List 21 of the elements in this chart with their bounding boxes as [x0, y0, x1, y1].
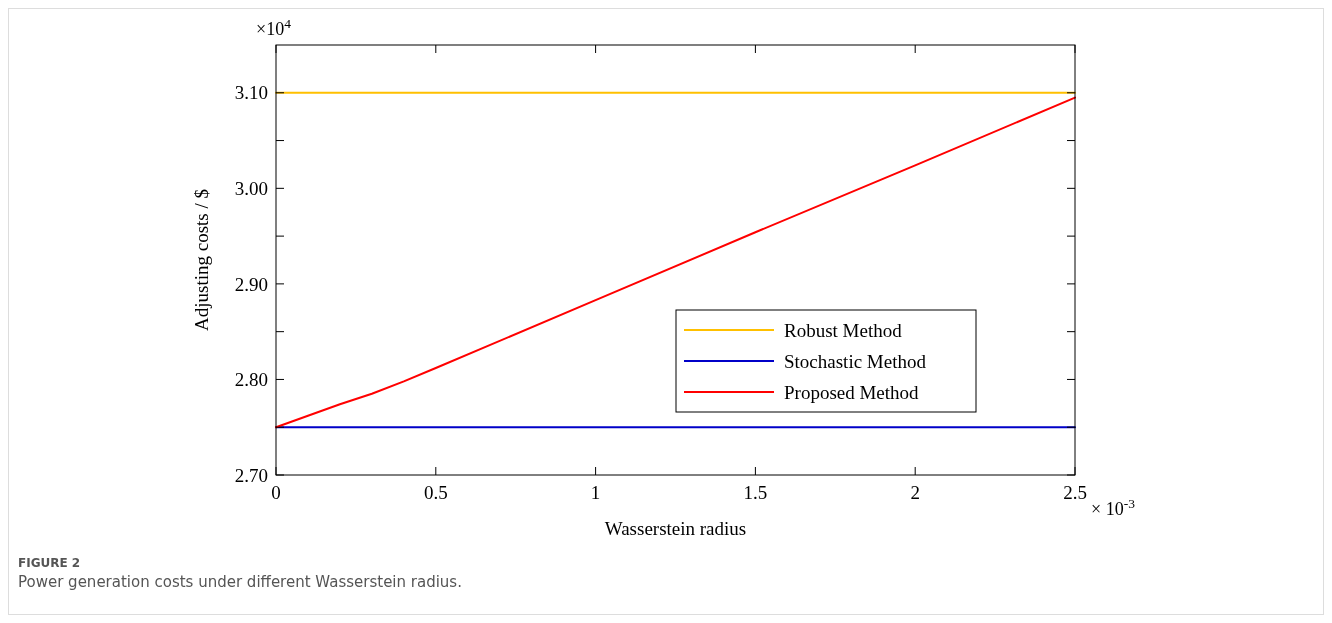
- x-tick-label: 1.5: [743, 482, 768, 503]
- line-series: [275, 96, 1076, 429]
- y-tick-label: 2.90: [234, 273, 268, 295]
- x-axis-title: Wasserstein radius: [604, 518, 747, 539]
- y-tick-label: 2.80: [234, 369, 268, 391]
- y-tick-label: 3.00: [234, 177, 268, 199]
- x-tick-label: 2.5: [1063, 482, 1087, 503]
- legend-label: Stochastic Method: [784, 350, 927, 372]
- legend-label: Proposed Method: [784, 381, 920, 403]
- text: × 10$^{-3}$: [1091, 495, 1136, 519]
- legend-label: Robust Method: [784, 319, 903, 341]
- x-tick-label: 0.5: [423, 482, 448, 503]
- y-axis-title: Adjusting costs / $: [191, 189, 212, 331]
- x-tick-label: 1: [590, 482, 601, 503]
- text: Power generation costs under different Wasserstein radius.: [18, 573, 462, 591]
- text: ×10$^{4}$: [256, 15, 292, 39]
- y-tick-label: 3.10: [234, 82, 268, 104]
- text: FIGURE 2: [18, 556, 81, 570]
- x-tick-label: 2: [910, 482, 920, 503]
- x-tick-label: 0: [271, 482, 281, 503]
- y-tick-label: 2.70: [234, 464, 268, 486]
